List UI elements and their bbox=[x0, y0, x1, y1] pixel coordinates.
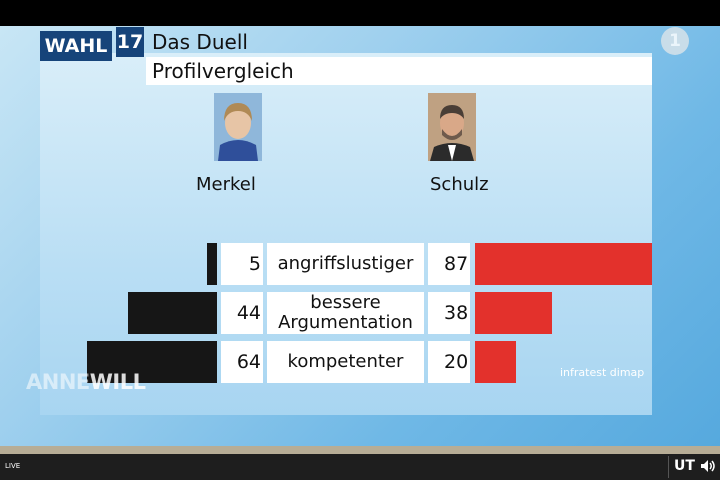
merkel-value-cell-2 bbox=[221, 292, 263, 334]
ard-logo-icon: 1 bbox=[661, 27, 689, 55]
schulz-value-label-3: 20 bbox=[444, 351, 469, 373]
progress-strip bbox=[0, 446, 720, 454]
top-black-bar bbox=[0, 0, 720, 26]
volume-icon[interactable] bbox=[700, 458, 716, 474]
wahl-logo: WAHL bbox=[40, 31, 112, 61]
schulz-value-label-2: 38 bbox=[444, 302, 469, 324]
category-label-2: bessere Argumentation bbox=[278, 292, 413, 333]
category-label-1: angriffslustiger bbox=[277, 253, 414, 274]
bar-schulz-3 bbox=[475, 341, 516, 383]
schulz-value-label-1: 87 bbox=[444, 253, 469, 275]
anne-will-watermark: ANNEWILL bbox=[26, 370, 146, 394]
merkel-photo bbox=[214, 93, 262, 161]
candidate-schulz-label: Schulz bbox=[430, 174, 489, 195]
live-indicator: LIVE bbox=[5, 462, 21, 470]
schulz-value-cell-1 bbox=[428, 243, 470, 285]
merkel-value-label-3: 64 bbox=[236, 351, 261, 373]
bar-merkel-2 bbox=[127, 292, 217, 334]
merkel-value-label-2: 44 bbox=[236, 302, 261, 324]
controls-divider bbox=[668, 456, 669, 478]
schulz-value-cell-3 bbox=[428, 341, 470, 383]
category-cell-1 bbox=[267, 243, 424, 285]
player-controls bbox=[0, 454, 720, 480]
bar-schulz-1 bbox=[475, 243, 652, 285]
category-label-3: kompetenter bbox=[287, 351, 404, 372]
page-subtitle: Profilvergleich bbox=[152, 59, 294, 83]
subtitles-button[interactable]: UT bbox=[674, 458, 695, 474]
source-label: infratest dimap bbox=[560, 366, 645, 379]
bar-schulz-2 bbox=[475, 292, 553, 334]
schulz-photo bbox=[428, 93, 476, 161]
schulz-value-cell-2 bbox=[428, 292, 470, 334]
bar-merkel-3 bbox=[87, 341, 217, 383]
page-title: Das Duell bbox=[152, 30, 248, 54]
merkel-value-cell-3 bbox=[221, 341, 263, 383]
subtitle-bar bbox=[146, 57, 652, 85]
category-cell-2 bbox=[267, 292, 424, 334]
bar-merkel-1 bbox=[206, 243, 217, 285]
merkel-value-cell-1 bbox=[221, 243, 263, 285]
candidate-merkel-label: Merkel bbox=[196, 174, 256, 195]
wahl-number-badge: 17 bbox=[116, 27, 144, 57]
merkel-value-label-1: 5 bbox=[248, 253, 261, 275]
category-cell-3 bbox=[267, 341, 424, 383]
